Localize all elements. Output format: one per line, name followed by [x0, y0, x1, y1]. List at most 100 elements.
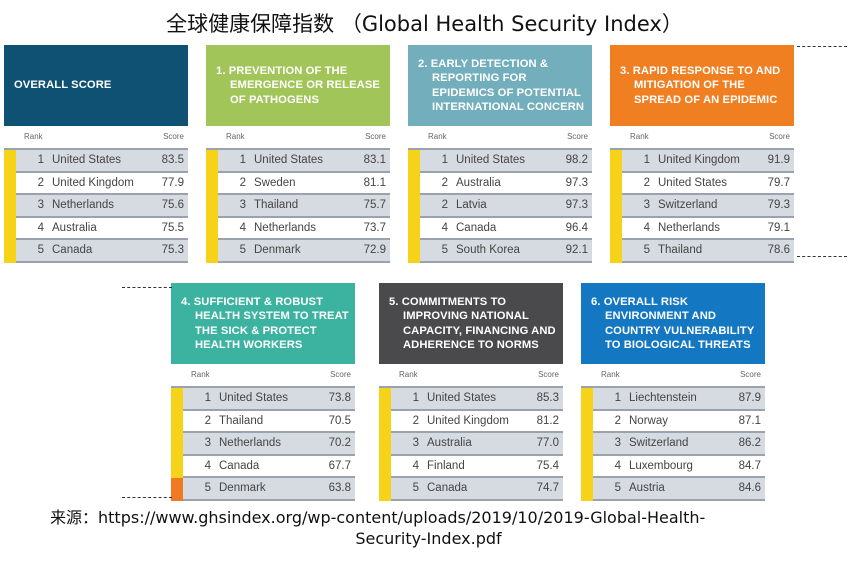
- score-cell: 84.6: [738, 482, 761, 494]
- table-row: 4 Netherlands 79.1: [610, 217, 794, 240]
- rank-bar-marker: [4, 240, 16, 263]
- dashed-line: [122, 497, 172, 498]
- table-row: 2 United Kingdom 81.2: [379, 410, 563, 433]
- score-cell: 98.2: [565, 154, 588, 166]
- panel-title: 5. COMMITMENTS TO IMPROVING NATIONAL CAP…: [389, 296, 556, 351]
- rank-cell: 4: [412, 459, 419, 472]
- dashed-line: [797, 256, 847, 257]
- score-cell: 73.7: [363, 221, 386, 234]
- country-cell: United Kingdom: [427, 414, 509, 427]
- table-row: 5 Denmark 72.9: [206, 240, 390, 263]
- panel-title: 3. RAPID RESPONSE TO AND MITIGATION OF T…: [620, 65, 781, 106]
- rank-bar-marker: [171, 455, 183, 478]
- column-header-row: Rank Score: [4, 126, 188, 150]
- rank-cell: 4: [37, 221, 44, 234]
- rank-cell: 4: [614, 459, 621, 472]
- country-cell: United States: [456, 154, 526, 166]
- column-header-row: Rank Score: [610, 126, 794, 150]
- table-row: 3 Netherlands 70.2: [171, 433, 355, 456]
- rank-cell: 2: [37, 176, 44, 189]
- country-cell: Luxembourg: [629, 459, 693, 472]
- score-cell: 79.3: [767, 199, 790, 211]
- rank-header: Rank: [24, 132, 43, 141]
- score-cell: 92.1: [565, 244, 588, 256]
- country-cell: Norway: [629, 414, 668, 427]
- rank-cell: 1: [614, 392, 621, 404]
- country-cell: Netherlands: [219, 437, 282, 449]
- country-cell: United States: [219, 392, 289, 404]
- country-cell: Australia: [52, 221, 97, 234]
- rank-cell: 5: [239, 244, 246, 256]
- country-cell: Sweden: [254, 176, 296, 189]
- table-row: 2 Latvia 97.3: [408, 195, 592, 218]
- rank-bar-marker: [4, 172, 16, 195]
- score-cell: 81.2: [536, 414, 559, 427]
- country-cell: United Kingdom: [658, 154, 740, 166]
- score-cell: 77.9: [161, 176, 184, 189]
- table-row: 5 Thailand 78.6: [610, 240, 794, 263]
- rank-header: Rank: [601, 370, 620, 379]
- score-cell: 87.9: [738, 392, 761, 404]
- column-header-row: Rank Score: [206, 126, 390, 150]
- rank-bar-marker: [581, 478, 593, 501]
- country-cell: United States: [52, 154, 122, 166]
- rank-bar-marker: [408, 195, 420, 218]
- table-row: 3 Switzerland 79.3: [610, 195, 794, 218]
- country-cell: Austria: [629, 482, 665, 494]
- rank-bar-marker: [610, 172, 622, 195]
- ranking-panel: OVERALL SCORE Rank Score 1 United States 8…: [4, 45, 188, 263]
- rank-bar-marker: [171, 388, 183, 411]
- panel-header: 2. EARLY DETECTION & REPORTING FOR EPIDE…: [408, 45, 592, 126]
- rank-cell: 3: [643, 199, 650, 211]
- rank-header: Rank: [226, 132, 245, 141]
- country-cell: United States: [427, 392, 497, 404]
- rank-cell: 1: [441, 154, 448, 166]
- ranking-panel: 1. PREVENTION OF THE EMERGENCE OR RELEAS…: [206, 45, 390, 263]
- score-cell: 73.8: [328, 392, 351, 404]
- ranking-panel: 2. EARLY DETECTION & REPORTING FOR EPIDE…: [408, 45, 592, 263]
- country-cell: Latvia: [456, 199, 487, 211]
- rank-cell: 2: [643, 176, 650, 189]
- rank-cell: 4: [204, 459, 211, 472]
- source-url[interactable]: https://www.ghsindex.org/wp-content/uplo…: [98, 508, 706, 527]
- source-url-continued[interactable]: Security-Index.pdf: [355, 529, 502, 548]
- rank-bar-marker: [581, 410, 593, 433]
- country-cell: Thailand: [219, 414, 264, 427]
- table-row: 1 Liechtenstein 87.9: [581, 388, 765, 411]
- panel-header: 4. SUFFICIENT & ROBUST HEALTH SYSTEM TO …: [171, 283, 355, 364]
- table-row: 5 Canada 74.7: [379, 478, 563, 501]
- rank-bar-marker: [379, 388, 391, 411]
- rank-bar-marker: [610, 195, 622, 218]
- country-cell: Canada: [456, 221, 497, 234]
- country-cell: Finland: [427, 459, 465, 472]
- table-row: 3 Australia 77.0: [379, 433, 563, 456]
- score-cell: 96.4: [565, 221, 588, 234]
- country-cell: Australia: [456, 176, 501, 189]
- rank-bar-marker: [379, 433, 391, 456]
- table-row: 4 Luxembourg 84.7: [581, 455, 765, 478]
- panel-title: 2. EARLY DETECTION & REPORTING FOR EPIDE…: [418, 58, 585, 113]
- rank-cell: 1: [412, 392, 419, 404]
- rank-bar-marker: [4, 217, 16, 240]
- source-line-1: 来源：https://www.ghsindex.org/wp-content/u…: [50, 506, 705, 529]
- score-cell: 91.9: [767, 154, 790, 166]
- rank-cell: 5: [37, 244, 44, 256]
- rank-bar-marker: [379, 410, 391, 433]
- table-row: 5 Denmark 63.8: [171, 478, 355, 501]
- rank-cell: 5: [614, 482, 621, 494]
- rank-bar-marker: [206, 172, 218, 195]
- rank-bar-marker: [4, 195, 16, 218]
- panel-title: 4. SUFFICIENT & ROBUST HEALTH SYSTEM TO …: [181, 296, 349, 351]
- table-row: 4 Netherlands 73.7: [206, 217, 390, 240]
- rank-cell: 5: [412, 482, 419, 494]
- table-row: 1 United States 85.3: [379, 388, 563, 411]
- rank-bar-marker: [581, 388, 593, 411]
- rank-bar-marker: [171, 433, 183, 456]
- table-row: 4 Canada 96.4: [408, 217, 592, 240]
- rank-cell: 4: [441, 221, 448, 234]
- score-cell: 87.1: [738, 414, 761, 427]
- panel-header: 1. PREVENTION OF THE EMERGENCE OR RELEAS…: [206, 45, 390, 126]
- panel-header: 3. RAPID RESPONSE TO AND MITIGATION OF T…: [610, 45, 794, 126]
- country-cell: Switzerland: [658, 199, 718, 211]
